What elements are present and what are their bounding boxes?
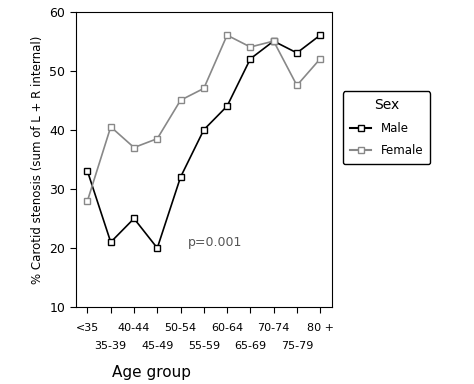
Text: 50-54: 50-54 [164, 323, 197, 333]
Text: 40-44: 40-44 [118, 323, 150, 333]
Text: 45-49: 45-49 [141, 341, 173, 351]
Text: Age group: Age group [112, 365, 191, 380]
Text: 70-74: 70-74 [257, 323, 290, 333]
Text: 60-64: 60-64 [211, 323, 243, 333]
Legend: Male, Female: Male, Female [343, 91, 430, 164]
Text: 80 +: 80 + [307, 323, 334, 333]
Text: <35: <35 [76, 323, 99, 333]
Text: 65-69: 65-69 [234, 341, 266, 351]
Y-axis label: % Carotid stenosis (sum of L + R internal): % Carotid stenosis (sum of L + R interna… [31, 35, 44, 283]
Text: p=0.001: p=0.001 [188, 236, 243, 249]
Text: 55-59: 55-59 [188, 341, 220, 351]
Text: 75-79: 75-79 [281, 341, 313, 351]
Text: 35-39: 35-39 [95, 341, 127, 351]
